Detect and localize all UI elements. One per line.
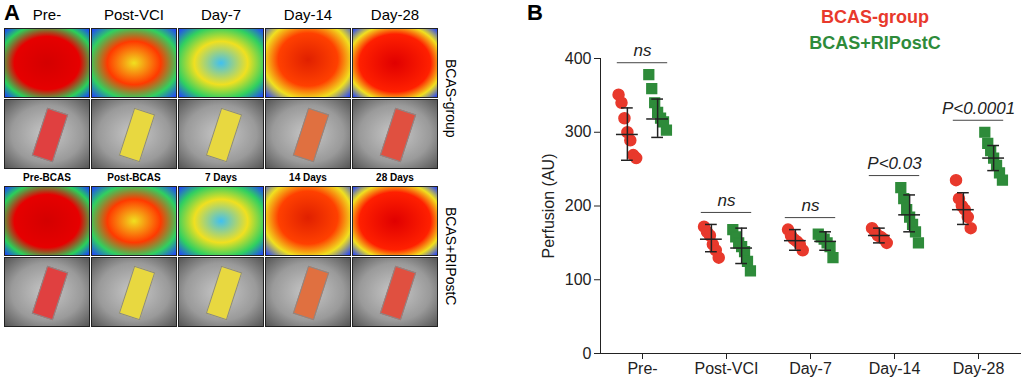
svg-text:Perfusion (AU): Perfusion (AU) — [540, 154, 557, 259]
svg-text:P<0.0001: P<0.0001 — [942, 99, 1015, 118]
html-text:Day-14: Day-14 — [283, 6, 333, 23]
svg-text:Day-7: Day-7 — [789, 360, 832, 377]
html-text:Post-BCAS: Post-BCAS — [107, 172, 161, 183]
html-text:Pre-BCAS: Pre-BCAS — [23, 172, 71, 183]
svg-text:ns: ns — [802, 196, 820, 215]
html-text:Post-VCI: Post-VCI — [104, 6, 164, 23]
svg-text:ns: ns — [634, 41, 652, 60]
svg-text:ns: ns — [718, 191, 736, 210]
html-text:28 Days: 28 Days — [376, 172, 414, 183]
html-text:BCAS+RIPostC: BCAS+RIPostC — [809, 33, 941, 53]
svg-text:Post-VCI: Post-VCI — [694, 360, 758, 377]
html-text:14 Days: 14 Days — [289, 172, 327, 183]
html-text:BCAS+RIPostC: BCAS+RIPostC — [443, 207, 459, 306]
html-text:A: A — [4, 0, 20, 25]
html-text:BCAS-group: BCAS-group — [443, 59, 459, 138]
html-text:B: B — [527, 0, 543, 25]
html-text:BCAS-group: BCAS-group — [821, 7, 929, 27]
html-text:Pre-: Pre- — [32, 6, 62, 23]
svg-text:P<0.03: P<0.03 — [867, 154, 922, 173]
html-text:Day-28: Day-28 — [370, 6, 420, 23]
svg-text:Day-28: Day-28 — [953, 360, 1005, 377]
svg-text:300: 300 — [565, 123, 592, 140]
svg-text:400: 400 — [565, 50, 592, 67]
svg-text:100: 100 — [565, 271, 592, 288]
html-text:7 Days: 7 Days — [204, 172, 238, 183]
svg-text:0: 0 — [583, 345, 592, 362]
svg-text:Day-14: Day-14 — [869, 360, 921, 377]
html-text:Day-7: Day-7 — [201, 6, 241, 23]
svg-text:200: 200 — [565, 197, 592, 214]
svg-text:Pre-: Pre- — [627, 360, 657, 377]
